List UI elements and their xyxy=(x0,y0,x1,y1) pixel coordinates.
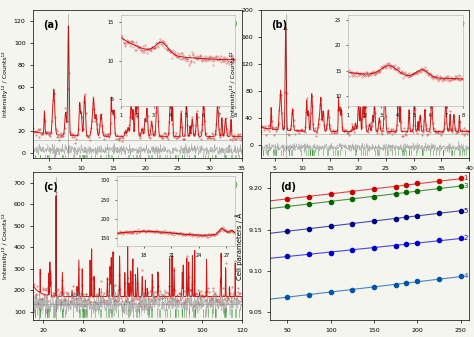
Text: Rb₃ScF₆ (t =22 °C): Rb₃ScF₆ (t =22 °C) xyxy=(172,21,237,28)
Text: (a): (a) xyxy=(44,21,59,30)
X-axis label: 2θ / Degrees: 2θ / Degrees xyxy=(343,177,387,183)
Y-axis label: Intensity¹² / Counts¹²: Intensity¹² / Counts¹² xyxy=(230,52,236,117)
Text: Rb₃ScF₆ (t =250 °C): Rb₃ScF₆ (t =250 °C) xyxy=(168,182,237,189)
Y-axis label: Intensity¹² / Counts¹²: Intensity¹² / Counts¹² xyxy=(2,213,8,279)
Text: 3: 3 xyxy=(463,183,468,189)
Text: 4: 4 xyxy=(463,274,467,279)
Text: (d): (d) xyxy=(280,182,296,192)
Text: (c): (c) xyxy=(44,182,58,192)
Text: 1: 1 xyxy=(463,176,468,181)
Text: Rb₃ScF₆ (t =187 °C): Rb₃ScF₆ (t =187 °C) xyxy=(395,21,465,28)
X-axis label: 2θ / Degrees: 2θ / Degrees xyxy=(115,177,160,183)
Text: 2: 2 xyxy=(463,235,467,241)
Y-axis label: Cell parameters / Å: Cell parameters / Å xyxy=(236,212,243,280)
Text: 5: 5 xyxy=(463,208,467,214)
Text: (b): (b) xyxy=(271,21,287,30)
Y-axis label: Intensity¹² / Counts¹²: Intensity¹² / Counts¹² xyxy=(2,52,8,117)
